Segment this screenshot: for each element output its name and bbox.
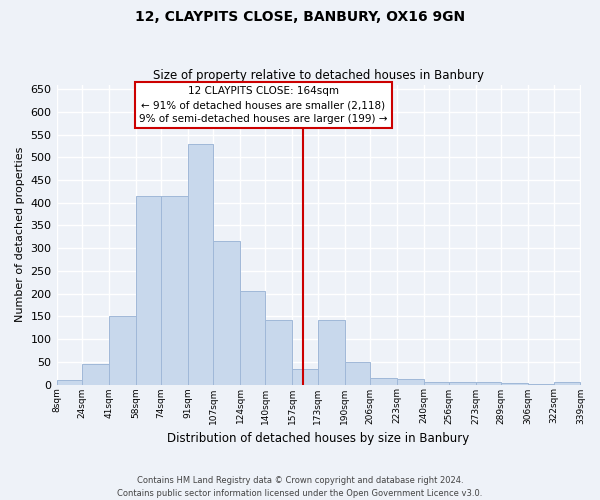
Bar [424, 382, 449, 384]
Text: Contains HM Land Registry data © Crown copyright and database right 2024.
Contai: Contains HM Land Registry data © Crown c… [118, 476, 482, 498]
Bar [292, 368, 318, 384]
Bar [397, 378, 424, 384]
Bar [56, 380, 82, 384]
Bar [109, 316, 136, 384]
Bar [82, 364, 109, 384]
Bar [213, 242, 240, 384]
Bar [318, 320, 344, 384]
Bar [476, 382, 502, 384]
Bar [136, 196, 161, 384]
Bar [502, 383, 528, 384]
Bar [344, 362, 370, 384]
Y-axis label: Number of detached properties: Number of detached properties [15, 147, 25, 322]
X-axis label: Distribution of detached houses by size in Banbury: Distribution of detached houses by size … [167, 432, 470, 445]
Bar [265, 320, 292, 384]
Bar [449, 382, 476, 384]
Bar [370, 378, 397, 384]
Title: Size of property relative to detached houses in Banbury: Size of property relative to detached ho… [153, 69, 484, 82]
Bar [161, 196, 188, 384]
Bar [240, 292, 265, 384]
Text: 12 CLAYPITS CLOSE: 164sqm
← 91% of detached houses are smaller (2,118)
9% of sem: 12 CLAYPITS CLOSE: 164sqm ← 91% of detac… [139, 86, 388, 124]
Text: 12, CLAYPITS CLOSE, BANBURY, OX16 9GN: 12, CLAYPITS CLOSE, BANBURY, OX16 9GN [135, 10, 465, 24]
Bar [188, 144, 213, 384]
Bar [554, 382, 580, 384]
